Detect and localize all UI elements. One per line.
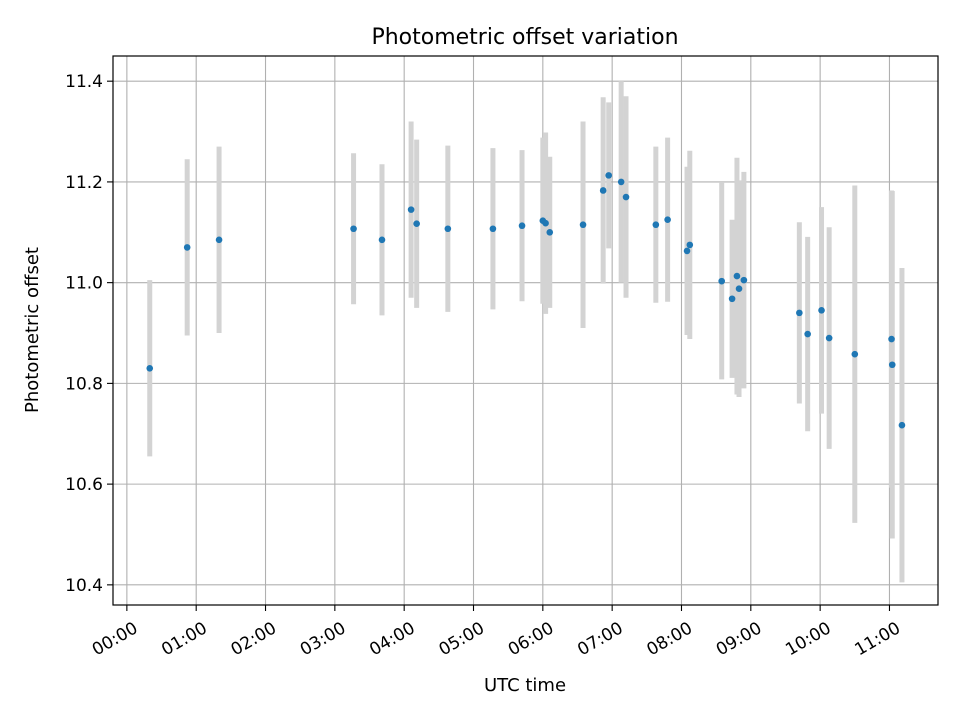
data-point (546, 228, 554, 236)
data-points (146, 172, 906, 429)
data-point (518, 222, 526, 230)
data-point (683, 247, 691, 255)
data-point (413, 220, 420, 228)
data-point (617, 178, 625, 186)
data-point (489, 225, 497, 233)
data-point (146, 364, 154, 372)
data-point (215, 236, 223, 244)
data-point (825, 334, 833, 342)
data-point (183, 244, 191, 251)
data-point (407, 206, 415, 213)
data-point (599, 187, 607, 194)
y-tick-label: 10.8 (65, 374, 103, 394)
y-tick-label: 11.0 (65, 274, 103, 294)
data-point (605, 172, 612, 179)
data-point (818, 307, 825, 314)
data-point (579, 221, 587, 229)
data-point (622, 193, 630, 201)
y-axis-label: Photometric offset (22, 247, 43, 413)
data-point (350, 225, 357, 233)
y-tick-label: 11.2 (65, 173, 103, 193)
data-point (740, 276, 748, 284)
y-tick-label: 10.6 (65, 475, 103, 495)
data-point (735, 285, 743, 292)
data-point (652, 221, 660, 229)
data-point (686, 241, 694, 249)
y-axis-ticks: 10.4 10.6 10.8 11.0 11.2 11.4 (65, 72, 113, 596)
y-tick-label: 10.4 (65, 576, 103, 596)
chart-title: Photometric offset variation (371, 25, 678, 50)
data-point (733, 272, 741, 280)
data-point (718, 277, 725, 285)
data-point (888, 361, 896, 369)
plot-frame (112, 55, 939, 606)
data-point (888, 335, 895, 343)
data-point (804, 330, 811, 338)
data-point (851, 350, 859, 358)
data-point (898, 421, 906, 429)
data-point (444, 225, 452, 233)
y-tick-label: 11.4 (65, 72, 103, 92)
data-point (378, 236, 386, 244)
x-axis-label: UTC time (484, 675, 566, 696)
plot-area (113, 56, 938, 605)
data-point (664, 216, 671, 223)
data-point (728, 295, 736, 303)
data-point (796, 309, 803, 317)
data-point (542, 219, 549, 227)
